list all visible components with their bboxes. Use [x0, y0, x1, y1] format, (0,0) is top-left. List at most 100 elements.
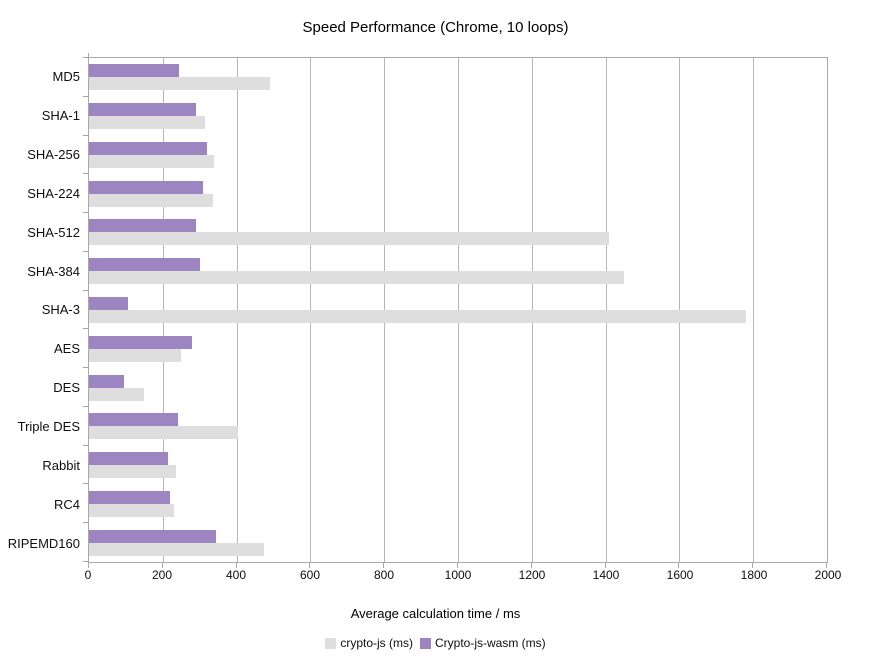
category-label: Rabbit — [42, 458, 80, 474]
bar-crypto-js-wasm-ms — [89, 296, 128, 310]
category-label: SHA-3 — [41, 302, 80, 318]
x-tick-mark — [309, 563, 311, 568]
x-tick-mark — [752, 563, 754, 568]
category-label: SHA-224 — [27, 185, 80, 201]
category-label: SHA-1 — [41, 107, 80, 123]
x-tick-mark — [530, 563, 532, 568]
chart-row — [89, 291, 827, 330]
x-tick-label: 1800 — [740, 568, 768, 582]
bar-crypto-js-ms — [89, 542, 265, 556]
y-tick-mark — [83, 173, 88, 175]
category-label: AES — [53, 341, 80, 357]
chart-row — [89, 484, 827, 523]
category-label: SHA-384 — [27, 263, 80, 279]
x-axis-label: Average calculation time / ms — [350, 606, 521, 621]
legend-label: Crypto-js-wasm (ms) — [435, 636, 546, 650]
legend-swatch-crypto-js-wasm-ms — [420, 637, 431, 649]
y-tick-mark — [83, 444, 88, 446]
bar-crypto-js-wasm-ms — [89, 529, 217, 543]
bar-crypto-js-wasm-ms — [89, 413, 178, 427]
chart-row — [89, 174, 827, 213]
bar-crypto-js-ms — [89, 465, 176, 479]
x-tick-label: 1400 — [592, 568, 620, 582]
bar-crypto-js-wasm-ms — [89, 141, 208, 155]
chart-row — [89, 97, 827, 136]
bar-crypto-js-wasm-ms — [89, 180, 204, 194]
bar-crypto-js-wasm-ms — [89, 335, 193, 349]
bar-crypto-js-wasm-ms — [89, 64, 180, 78]
chart-title: Speed Performance (Chrome, 10 loops) — [302, 19, 569, 36]
legend-item-crypto-js-ms: crypto-js (ms) — [325, 636, 413, 650]
x-tick-mark — [88, 563, 89, 568]
chart-row — [89, 136, 827, 175]
bar-crypto-js-ms — [89, 387, 145, 401]
chart-row — [89, 252, 827, 291]
x-tick-mark — [678, 563, 680, 568]
bar-crypto-js-ms — [89, 503, 174, 517]
x-tick-label: 1000 — [444, 568, 472, 582]
bar-crypto-js-ms — [89, 271, 625, 285]
x-tick-mark — [383, 563, 385, 568]
y-tick-mark — [83, 367, 88, 369]
category-label: RIPEMD160 — [7, 536, 80, 552]
x-tick-label: 800 — [373, 568, 395, 582]
y-tick-mark — [83, 289, 88, 291]
bar-crypto-js-wasm-ms — [89, 490, 171, 504]
legend-item-crypto-js-wasm-ms: Crypto-js-wasm (ms) — [420, 636, 546, 650]
x-tick-mark — [457, 563, 458, 568]
category-label: MD5 — [52, 68, 80, 84]
x-tick-label: 600 — [299, 568, 321, 582]
chart-row — [89, 213, 827, 252]
category-label: DES — [53, 380, 80, 396]
chart-row — [89, 446, 827, 485]
x-tick-label: 1600 — [666, 568, 694, 582]
y-axis-extension — [88, 53, 89, 58]
x-tick-mark — [604, 563, 606, 568]
y-tick-mark — [83, 134, 88, 136]
bar-crypto-js-ms — [89, 116, 206, 130]
y-tick-mark — [83, 522, 88, 524]
x-tick-label: 1200 — [518, 568, 546, 582]
category-axis-labels: MD5 SHA-1 SHA-256 SHA-224 SHA-512 SHA-384 SHA-… — [0, 57, 80, 563]
bar-crypto-js-wasm-ms — [89, 452, 169, 466]
bar-crypto-js-wasm-ms — [89, 219, 196, 233]
x-tick-mark — [235, 563, 237, 568]
bar-crypto-js-ms — [89, 426, 239, 440]
bar-rows — [89, 58, 827, 562]
bar-crypto-js-wasm-ms — [89, 258, 200, 272]
y-tick-mark — [83, 483, 88, 485]
y-tick-mark — [83, 405, 88, 407]
gridline-1800 — [753, 58, 755, 562]
x-tick-label: 200 — [151, 568, 173, 582]
bar-crypto-js-ms — [89, 193, 213, 207]
bar-crypto-js-ms — [89, 232, 610, 246]
category-label: SHA-512 — [27, 224, 80, 240]
y-tick-mark — [83, 561, 88, 562]
y-tick-mark — [83, 57, 88, 58]
chart-row — [89, 523, 827, 562]
chart-row — [89, 368, 827, 407]
chart-row — [89, 58, 827, 97]
category-label: Triple DES — [17, 419, 80, 435]
x-axis-tick-labels: 0 200 400 600 800 1000 1200 1400 1600 1800 2000 — [85, 568, 842, 584]
y-tick-mark — [83, 250, 88, 252]
legend: crypto-js (ms) Crypto-js-wasm (ms) — [0, 636, 871, 650]
category-label: SHA-256 — [27, 146, 80, 162]
x-tick-mark — [826, 563, 827, 568]
legend-label: crypto-js (ms) — [340, 636, 413, 650]
bar-crypto-js-ms — [89, 348, 182, 362]
x-tick-mark — [161, 563, 163, 568]
y-tick-mark — [83, 212, 88, 214]
y-tick-mark — [83, 328, 88, 330]
x-tick-label: 0 — [84, 568, 92, 582]
chart-row — [89, 407, 827, 446]
y-tick-mark — [83, 95, 88, 97]
bar-crypto-js-ms — [89, 77, 270, 91]
x-tick-label: 2000 — [814, 568, 842, 582]
bar-crypto-js-ms — [89, 154, 215, 168]
plot-area — [83, 53, 828, 568]
chart-row — [89, 329, 827, 368]
category-label: RC4 — [53, 497, 80, 513]
bar-crypto-js-ms — [89, 309, 746, 323]
